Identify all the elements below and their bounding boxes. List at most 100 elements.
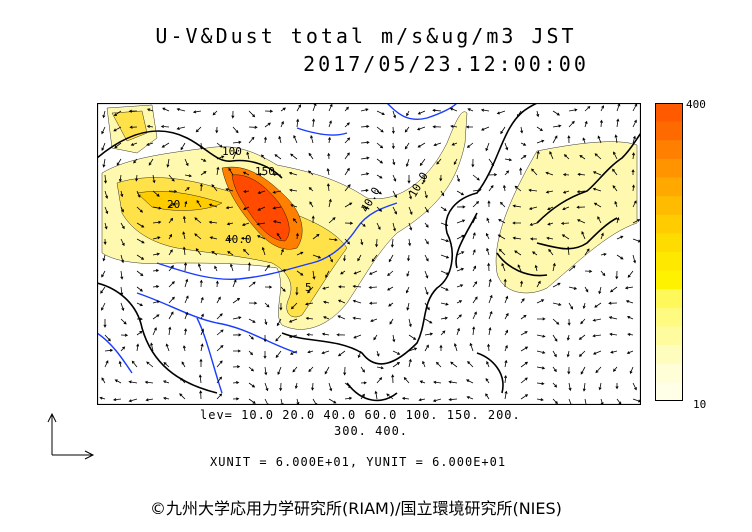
wind-arrow [120,333,129,337]
wind-arrow [584,248,590,256]
wind-arrow [419,380,426,384]
wind-arrow [103,238,107,245]
wind-arrow [436,158,442,165]
wind-arrow [536,350,546,354]
wind-arrow [352,284,362,288]
wind-arrow [456,205,466,209]
wind-arrow [440,190,445,197]
wind-arrow [120,254,125,264]
wind-arrow [376,377,383,384]
wind-arrow [128,398,138,403]
wind-arrow [116,158,122,166]
wind-arrow [504,295,509,304]
wind-arrow [407,254,411,262]
wind-arrow [472,311,477,320]
wind-arrow [440,222,449,227]
map-title: U-V&Dust total m/s&ug/m3 JST [155,24,577,48]
wind-arrow [216,142,223,148]
wind-arrow [408,206,413,215]
wind-arrow [392,334,396,343]
wind-arrow [487,343,491,352]
wind-arrow [232,333,242,337]
wind-arrow [264,122,271,128]
wind-arrow [328,398,337,404]
wind-arrow [343,254,347,262]
wind-arrow [232,316,242,320]
wind-arrow [337,350,346,357]
wind-arrow [594,302,602,308]
wind-arrow [609,286,618,293]
wind-arrow [227,251,234,256]
wind-arrow [197,263,202,272]
wind-arrow [184,200,188,208]
wind-arrow [296,270,304,276]
wind-arrow [100,286,106,294]
wind-arrow [199,279,203,288]
colorbar-swatch [655,158,683,178]
wind-arrow [516,110,522,118]
wind-arrow [211,251,218,256]
wind-arrow [552,262,556,272]
wind-arrow [136,317,143,321]
wind-arrow [503,278,507,288]
wind-arrow [450,361,458,368]
wind-arrow [112,398,122,402]
wind-arrow [327,136,331,144]
wind-arrow [391,142,395,150]
wind-arrow [199,142,203,150]
wind-arrow [357,254,362,262]
wind-arrow [194,233,202,240]
wind-arrow [562,206,570,211]
wind-arrow [120,302,125,311]
wind-arrow [165,343,170,352]
wind-arrow [199,183,203,192]
wind-arrow [472,265,476,272]
wind-arrow [536,280,541,288]
wind-arrow [592,187,602,192]
wind-arrow [389,318,394,325]
wind-arrow [501,262,506,272]
wind-arrow [472,232,476,240]
wind-arrow [325,270,330,278]
wind-arrow [392,110,396,119]
wind-arrow [216,345,224,352]
wind-arrow [566,350,570,358]
wind-arrow [275,350,282,359]
wind-arrow [432,398,442,403]
wind-arrow [433,380,442,384]
wind-arrow [388,302,394,307]
wind-arrow [353,334,362,339]
wind-arrow [500,126,506,135]
map-datetime: 2017/05/23.12:00:00 [303,52,589,76]
wind-arrow [547,206,554,210]
wind-arrow [184,158,189,167]
wind-arrow [289,350,298,355]
wind-arrow [296,251,304,256]
wind-arrow [536,126,543,132]
wind-arrow [344,238,351,245]
wind-arrow [502,184,507,192]
wind-arrow [308,187,314,192]
wind-arrow [424,238,429,245]
wind-arrow [216,155,225,160]
colorbar-swatch [655,363,683,383]
wind-arrow [232,279,237,288]
wind-arrow [406,302,410,311]
wind-arrow [567,318,571,326]
wind-arrow [104,334,111,342]
wind-arrow [504,390,508,400]
wind-arrow [120,318,127,325]
wind-arrow [146,124,154,129]
wind-arrow [104,190,109,200]
wind-arrow [376,366,384,370]
wind-arrow [520,155,527,160]
wind-arrow [504,312,509,320]
wind-arrow [598,382,602,391]
wind-arrow [182,345,186,352]
wind-arrow [179,393,186,400]
wind-arrow [456,300,463,304]
wind-arrow [168,249,173,256]
wind-arrow [264,302,270,308]
wind-arrow [584,286,589,293]
wind-arrow [343,366,347,376]
